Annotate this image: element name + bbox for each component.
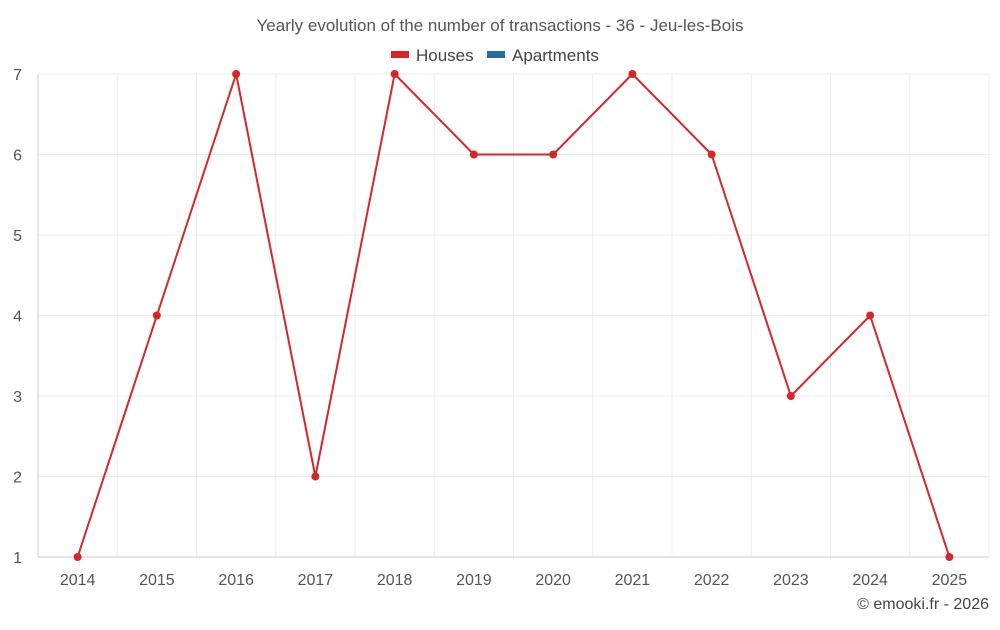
x-tick-label: 2015 [139,572,175,589]
x-axis-ticks: 2014 2015 2016 2017 2018 2019 2020 2021 2022 2023… [60,572,967,589]
data-point-houses-2022[interactable] [707,150,716,159]
x-tick-label: 2023 [773,572,809,589]
x-tick-label: 2025 [932,572,968,589]
y-tick-label: 3 [13,389,22,406]
y-axis-ticks: 1 2 3 4 5 6 7 [13,67,22,567]
data-point-houses-2014[interactable] [73,553,82,561]
x-tick-label: 2024 [852,572,888,589]
data-point-houses-2019[interactable] [469,150,478,159]
y-tick-label: 1 [13,550,22,567]
y-tick-label: 4 [13,309,22,326]
x-tick-label: 2019 [456,572,492,589]
data-point-houses-2024[interactable] [866,311,875,320]
chart-title: Yearly evolution of the number of transa… [257,16,744,35]
legend-swatch-apartments [487,51,505,58]
credit-text: © emooki.fr - 2026 [857,596,989,613]
series-line-houses [76,73,951,558]
x-tick-label: 2016 [218,572,254,589]
y-tick-label: 7 [13,67,22,84]
y-tick-label: 6 [13,148,22,165]
data-point-houses-2020[interactable] [549,150,558,159]
legend-item-houses[interactable]: Houses [391,46,474,65]
grid [37,73,990,558]
x-tick-label: 2020 [535,572,571,589]
x-tick-label: 2022 [694,572,730,589]
legend-label-houses: Houses [416,46,474,65]
data-point-houses-2018[interactable] [390,70,399,78]
x-tick-label: 2018 [377,572,413,589]
legend: Houses Apartments [391,46,599,65]
data-point-houses-2015[interactable] [152,311,161,320]
data-point-houses-2016[interactable] [232,70,241,78]
x-tick-label: 2014 [60,572,96,589]
data-point-houses-2021[interactable] [628,70,637,78]
legend-swatch-houses [391,51,409,58]
series-group [73,70,954,561]
data-point-houses-2017[interactable] [311,472,320,481]
x-tick-label: 2017 [298,572,334,589]
x-tick-label: 2021 [615,572,651,589]
data-point-houses-2025[interactable] [945,553,954,561]
legend-item-apartments[interactable]: Apartments [487,46,599,65]
y-tick-label: 5 [13,228,22,245]
legend-label-apartments: Apartments [512,46,599,65]
y-tick-label: 2 [13,470,22,487]
data-point-houses-2023[interactable] [786,392,795,400]
